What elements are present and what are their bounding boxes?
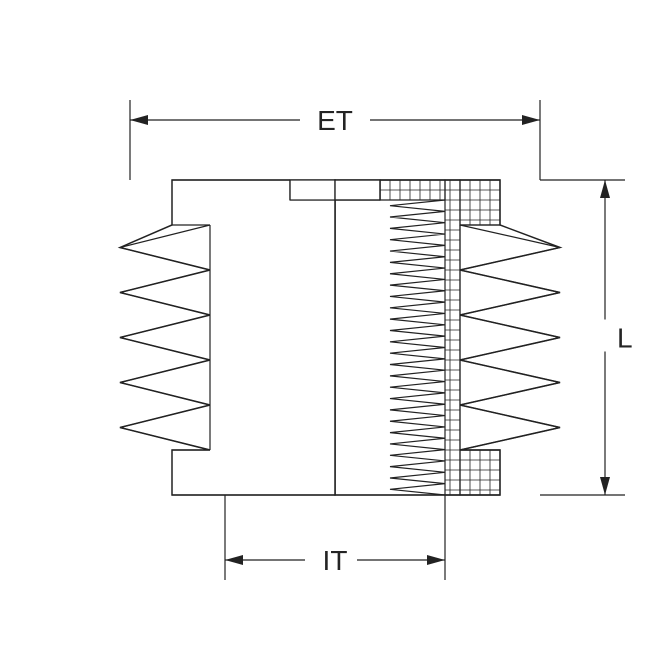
- dimension-label-it: IT: [323, 545, 348, 576]
- dimension-label-l: L: [617, 323, 633, 354]
- dimension-label-et: ET: [317, 105, 353, 136]
